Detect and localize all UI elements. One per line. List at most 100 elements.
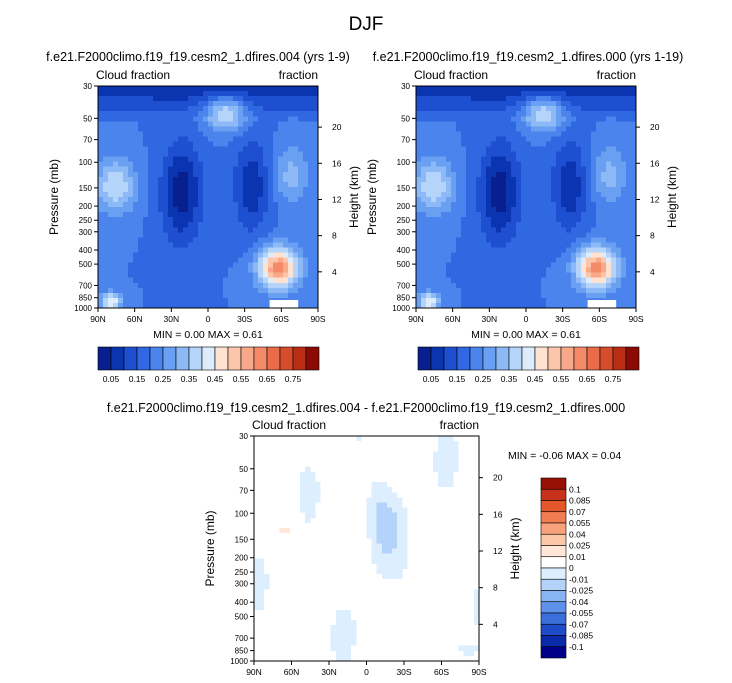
heatmap-cell <box>416 202 422 208</box>
heatmap-cell <box>238 207 244 213</box>
heatmap-cell <box>473 456 480 463</box>
heatmap-cell <box>213 131 219 138</box>
heatmap-cell <box>356 502 362 509</box>
heatmap-cell <box>536 151 542 158</box>
heatmap-cell <box>541 237 547 244</box>
y-right-tick-label: 4 <box>650 267 655 277</box>
heatmap-cell <box>298 166 304 173</box>
heatmap-cell <box>173 191 179 198</box>
heatmap-cell <box>461 252 467 259</box>
heatmap-cell <box>486 111 492 117</box>
heatmap-cell <box>506 131 512 138</box>
heatmap-cell <box>168 292 174 299</box>
heatmap-cell <box>506 292 512 299</box>
heatmap-cell <box>436 101 442 107</box>
heatmap-cell <box>516 217 522 223</box>
heatmap-cell <box>313 197 319 203</box>
heatmap-cell <box>148 202 154 208</box>
heatmap-cell <box>148 181 154 188</box>
heatmap-cell <box>298 217 304 223</box>
heatmap-cell <box>511 212 517 218</box>
heatmap-cell <box>438 497 444 504</box>
heatmap-cell <box>269 471 276 478</box>
heatmap-cell <box>143 272 149 279</box>
y-tick-label: 400 <box>397 246 411 255</box>
heatmap-cell <box>283 96 289 102</box>
heatmap-cell <box>496 222 502 228</box>
heatmap-cell <box>506 161 512 168</box>
heatmap-cell <box>98 262 104 269</box>
heatmap-cell <box>293 106 299 112</box>
heatmap-cell <box>456 161 462 168</box>
heatmap-cell <box>476 111 482 117</box>
heatmap-cell <box>501 217 507 223</box>
heatmap-cell <box>153 166 159 173</box>
heatmap-cell <box>616 267 622 274</box>
heatmap-cell <box>526 126 532 133</box>
heatmap-cell <box>546 207 552 213</box>
heatmap-cell <box>463 507 470 514</box>
heatmap-cell <box>259 471 265 478</box>
heatmap-cell <box>526 202 532 208</box>
heatmap-cell <box>561 202 567 208</box>
heatmap-cell <box>616 171 622 178</box>
heatmap-cell <box>148 161 154 168</box>
heatmap-cell <box>173 262 179 269</box>
heatmap-cell <box>541 267 547 274</box>
heatmap-cell <box>228 126 234 133</box>
heatmap-cell <box>228 227 234 233</box>
heatmap-cell <box>351 441 357 447</box>
heatmap-cell <box>626 252 632 259</box>
heatmap-cell <box>546 242 552 249</box>
heatmap-cell <box>566 292 572 299</box>
panel-title: f.e21.F2000climo.f19_f19.cesm2_1.dfires.… <box>107 401 625 415</box>
heatmap-cell <box>366 461 373 468</box>
heatmap-cell <box>426 181 432 188</box>
heatmap-cell <box>108 207 114 213</box>
heatmap-cell <box>392 451 398 458</box>
heatmap-cell <box>263 272 269 279</box>
heatmap-cell <box>551 191 557 198</box>
heatmap-cell <box>441 302 447 309</box>
heatmap-cell <box>258 181 264 188</box>
heatmap-cell <box>397 538 403 544</box>
heatmap-cell <box>213 282 219 289</box>
heatmap-cell <box>153 237 159 244</box>
heatmap-cell <box>308 272 314 279</box>
heatmap-cell <box>521 267 527 274</box>
heatmap-cell <box>586 176 592 183</box>
heatmap-cell <box>346 482 352 488</box>
heatmap-cell <box>98 267 104 274</box>
heatmap-cell <box>421 106 427 112</box>
heatmap-cell <box>203 91 209 97</box>
heatmap-cell <box>546 166 552 173</box>
heatmap-cell <box>616 191 622 198</box>
heatmap-cell <box>143 136 149 143</box>
heatmap-cell <box>288 262 294 269</box>
heatmap-cell <box>611 136 617 143</box>
heatmap-cell <box>274 507 281 514</box>
heatmap-cell <box>486 297 492 304</box>
heatmap-cell <box>556 227 562 233</box>
heatmap-cell <box>203 222 209 228</box>
heatmap-cell <box>443 436 449 442</box>
heatmap-cell <box>471 106 477 112</box>
heatmap-cell <box>268 141 274 148</box>
heatmap-cell <box>381 517 388 524</box>
heatmap-cell <box>128 141 134 148</box>
heatmap-cell <box>566 171 572 178</box>
heatmap-cell <box>631 156 637 163</box>
heatmap-cell <box>178 252 184 259</box>
heatmap-cell <box>279 517 286 524</box>
heatmap-cell <box>193 111 199 117</box>
heatmap-cell <box>571 161 577 168</box>
heatmap-cell <box>606 237 612 244</box>
heatmap-cell <box>516 277 522 284</box>
heatmap-cell <box>258 257 264 264</box>
heatmap-cell <box>259 476 265 483</box>
heatmap-cell <box>173 282 179 289</box>
heatmap-cell <box>294 451 301 458</box>
heatmap-cell <box>148 111 154 117</box>
heatmap-cell <box>586 141 592 148</box>
heatmap-cell <box>228 292 234 299</box>
